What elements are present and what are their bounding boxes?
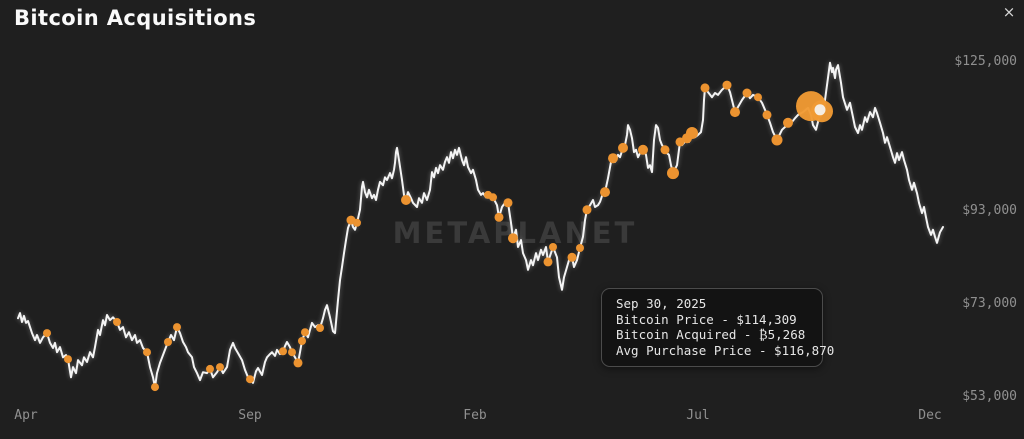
- acquisition-marker[interactable]: [608, 153, 618, 164]
- acquisition-marker[interactable]: [667, 167, 679, 180]
- acquisition-marker[interactable]: [279, 347, 287, 356]
- x-axis-label: Jul: [686, 408, 709, 423]
- acquisition-marker[interactable]: [549, 243, 557, 251]
- acquisition-marker[interactable]: [494, 212, 504, 222]
- acquisition-marker[interactable]: [783, 117, 793, 128]
- acquisition-marker[interactable]: [246, 375, 254, 384]
- acquisition-marker[interactable]: [742, 88, 752, 98]
- acquisition-marker[interactable]: [686, 127, 698, 139]
- acquisition-marker[interactable]: [353, 218, 361, 227]
- acquisition-marker[interactable]: [660, 145, 670, 155]
- tooltip-date: Sep 30, 2025: [616, 296, 707, 311]
- acquisition-marker[interactable]: [401, 195, 411, 205]
- acquisition-tooltip: Sep 30, 2025 Bitcoin Price - $114,309 Bi…: [601, 288, 835, 367]
- y-axis-label: $53,000: [962, 389, 1017, 404]
- acquisition-marker[interactable]: [316, 324, 324, 332]
- acquisition-marker[interactable]: [64, 355, 72, 364]
- acquisition-marker[interactable]: [700, 83, 710, 93]
- acquisition-marker[interactable]: [301, 328, 309, 337]
- tooltip-avg-purchase-price: Avg Purchase Price - $116,870: [616, 342, 835, 358]
- acquisition-marker[interactable]: [600, 187, 610, 198]
- page-title: Bitcoin Acquisitions: [14, 6, 257, 30]
- x-axis-label: Apr: [14, 408, 38, 423]
- acquisition-marker[interactable]: [730, 107, 740, 118]
- acquisition-marker[interactable]: [113, 318, 121, 326]
- acquisition-marker[interactable]: [298, 337, 306, 345]
- acquisition-marker[interactable]: [288, 348, 296, 357]
- acquisition-marker[interactable]: [164, 338, 172, 346]
- acquisition-marker[interactable]: [754, 93, 762, 102]
- tooltip-bitcoin-price: Bitcoin Price - $114,309: [616, 311, 797, 327]
- acquisition-marker[interactable]: [206, 364, 214, 373]
- acquisition-marker[interactable]: [143, 348, 151, 357]
- y-axis-label: $93,000: [962, 203, 1017, 218]
- acquisition-marker[interactable]: [216, 363, 224, 372]
- x-axis-label: Feb: [463, 408, 487, 423]
- acquisition-marker[interactable]: [173, 323, 181, 332]
- acquisition-marker[interactable]: [576, 244, 584, 252]
- acquisition-marker[interactable]: [762, 110, 772, 120]
- tooltip-bitcoin-acquired: Bitcoin Acquired - ₿5,268: [616, 327, 806, 342]
- acquisition-marker[interactable]: [508, 233, 518, 244]
- metaplanet-watermark: METAPLANET: [392, 216, 638, 250]
- acquisition-marker[interactable]: [722, 80, 732, 90]
- acquisition-marker[interactable]: [503, 198, 513, 208]
- acquisition-marker[interactable]: [638, 144, 648, 155]
- acquisition-marker[interactable]: [618, 142, 628, 153]
- acquisition-marker[interactable]: [582, 205, 592, 215]
- highlighted-acquisition-dot[interactable]: [814, 104, 826, 116]
- acquisition-marker[interactable]: [489, 193, 497, 202]
- acquisition-marker[interactable]: [293, 358, 303, 368]
- acquisition-marker[interactable]: [771, 134, 783, 146]
- x-axis-label: Sep: [238, 408, 262, 423]
- x-axis-label: Dec: [918, 408, 941, 423]
- y-axis-label: $125,000: [954, 54, 1017, 69]
- acquisition-marker[interactable]: [543, 257, 553, 267]
- y-axis-label: $73,000: [962, 296, 1017, 311]
- acquisition-marker[interactable]: [151, 383, 159, 392]
- acquisition-marker[interactable]: [567, 252, 577, 262]
- acquisition-marker[interactable]: [43, 329, 51, 338]
- close-icon[interactable]: ×: [1002, 3, 1016, 21]
